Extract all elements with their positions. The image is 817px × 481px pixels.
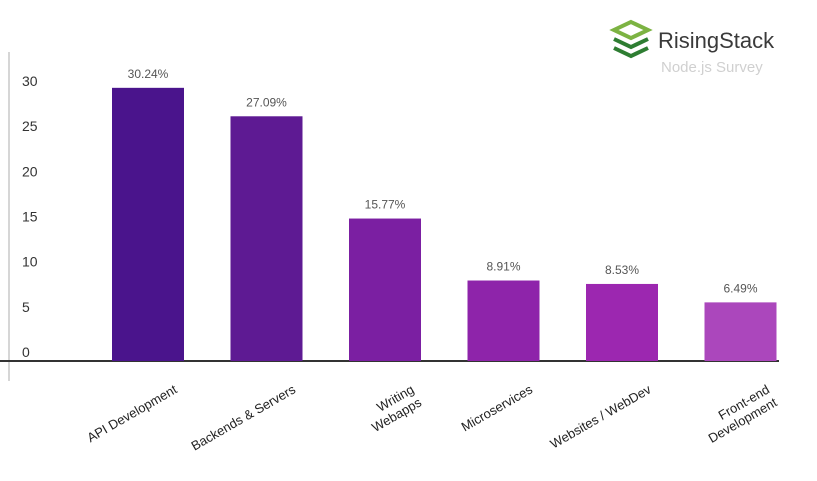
y-tick-label: 25: [22, 118, 38, 134]
category-label-line: API Development: [84, 381, 179, 445]
category-label-line: Backends & Servers: [188, 381, 298, 453]
data-label: 6.49%: [723, 281, 757, 295]
y-tick-label: 15: [22, 209, 38, 225]
data-label: 8.53%: [605, 263, 639, 277]
category-label: Backends & Servers: [188, 381, 298, 453]
bar: [230, 116, 303, 361]
stack-logo-icon: [609, 19, 653, 59]
y-tick-labels: 0 5 10 15 20 25 30: [22, 73, 38, 360]
data-labels: 30.24% 27.09% 15.77% 8.91% 8.53% 6.49%: [128, 67, 758, 296]
data-label: 8.91%: [486, 260, 520, 274]
category-label: API Development: [84, 381, 179, 445]
y-tick-label: 5: [22, 299, 30, 315]
brand-subtitle: Node.js Survey: [661, 59, 763, 76]
data-label: 30.24%: [128, 67, 169, 81]
category-label-line: Websites / WebDev: [548, 381, 654, 451]
y-tick-label: 20: [22, 163, 38, 179]
category-label: Microservices: [459, 381, 536, 434]
bar: [467, 280, 540, 361]
bar: [586, 283, 658, 361]
brand-name: RisingStack: [658, 28, 775, 53]
category-label-line: Microservices: [459, 381, 536, 434]
y-tick-label: 10: [22, 254, 38, 270]
bar: [112, 87, 184, 361]
category-label: Websites / WebDev: [548, 381, 654, 451]
category-label: WritingWebapps: [362, 381, 425, 435]
y-tick-label: 30: [22, 73, 38, 89]
category-labels: API Development Backends & Servers Writing…: [84, 381, 779, 453]
y-tick-label: 0: [22, 344, 30, 360]
bars: [112, 87, 777, 361]
bar: [349, 218, 421, 361]
risingstack-logo: RisingStack Node.js Survey: [609, 19, 775, 76]
data-label: 27.09%: [246, 95, 287, 109]
data-label: 15.77%: [365, 198, 406, 212]
bar: [704, 302, 777, 361]
category-label: Front-endDevelopment: [698, 381, 780, 445]
